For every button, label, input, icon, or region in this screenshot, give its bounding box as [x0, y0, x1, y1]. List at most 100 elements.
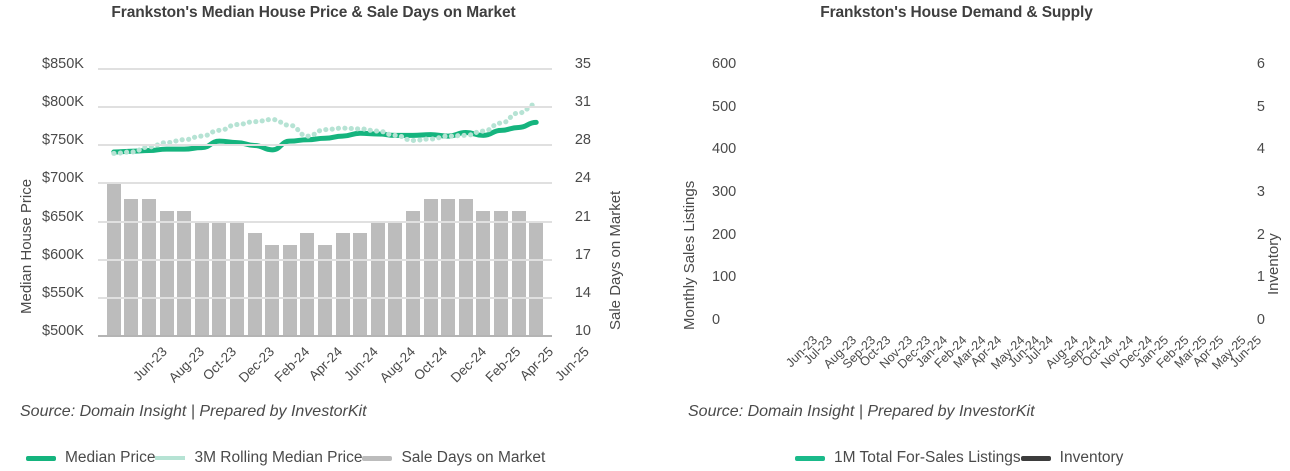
x-axis-tick-label: Feb-25: [482, 344, 524, 385]
bar: [529, 222, 544, 336]
y2-axis-tick-label: 5: [1256, 98, 1265, 115]
y-axis-tick-label: 300: [712, 184, 737, 200]
y-axis-tick-label: 200: [712, 226, 737, 243]
legend-item[interactable]: 3M Rolling Median Price: [155, 449, 362, 467]
bar: [476, 210, 491, 336]
legend-swatch-icon: [1020, 455, 1051, 461]
gridline: [98, 106, 552, 109]
demand-supply-chart-panel: Frankston's House Demand & Supply Monthl…: [645, 0, 1290, 471]
x-axis-tick-label: Oct-23: [200, 344, 240, 384]
right-chart-y-axis-title: Monthly Sales Listings: [681, 180, 698, 330]
bar: [405, 210, 421, 336]
bar: [388, 222, 403, 336]
left-chart-y2-axis-title: Sale Days on Market: [607, 190, 624, 330]
bar: [423, 199, 438, 336]
legend-swatch-icon: [26, 455, 56, 461]
y-axis-tick-label: $550K: [42, 284, 84, 301]
gridline: [98, 296, 552, 299]
x-axis-tick-label: Aug-24: [376, 344, 419, 386]
line-series: [111, 101, 539, 156]
y2-axis-tick-label: 35: [574, 56, 591, 72]
y2-axis-tick-label: 10: [574, 323, 591, 339]
x-axis-tick-label: Jun-24: [341, 344, 381, 384]
bar: [159, 210, 174, 336]
gridline: [98, 220, 552, 223]
y2-axis-tick-label: 3: [1256, 184, 1265, 200]
left-chart-plot-area: [98, 68, 552, 337]
x-axis-tick-label: Dec-24: [447, 344, 489, 386]
y-axis-tick-label: 100: [712, 269, 737, 286]
left-chart-legend: Median Price 3M Rolling Median Price Sale …: [26, 449, 545, 467]
x-axis-tick-label: Apr-24: [305, 344, 345, 384]
right-chart-source-note: Source: Domain Insight | Prepared by Inv…: [688, 403, 1035, 420]
left-chart-lines: [111, 101, 539, 156]
line-series: [111, 119, 539, 155]
y-axis-tick-label: $500K: [42, 323, 84, 339]
gridline: [98, 68, 552, 70]
y-axis-tick-label: $800K: [42, 94, 84, 111]
bar: [265, 244, 280, 336]
x-axis-tick-label: Jun-25: [552, 344, 593, 384]
bar: [458, 199, 473, 336]
x-axis-tick-label: Dec-23: [236, 344, 278, 386]
y-axis-tick-label: $700K: [42, 170, 84, 187]
gridline: [98, 144, 552, 147]
median-house-price-chart-panel: Frankston's Median House Price & Sale Da…: [18, 4, 624, 467]
bar: [370, 222, 385, 336]
y2-axis-tick-label: 0: [1256, 312, 1265, 328]
legend-label: Median Price: [65, 449, 156, 466]
left-chart-source-note: Source: Domain Insight | Prepared by Inv…: [20, 403, 367, 420]
y-axis-tick-label: 600: [712, 56, 737, 72]
legend-item[interactable]: Sale Days on Market: [362, 449, 545, 467]
gridline: [98, 182, 552, 185]
y2-axis-tick-label: 21: [574, 208, 591, 225]
bar: [212, 222, 227, 336]
right-chart-y2-axis-title: Inventory: [1265, 233, 1282, 295]
legend-swatch-icon: [795, 455, 825, 461]
legend-item[interactable]: 1M Total For-Sales Listings: [795, 449, 1021, 467]
y-axis-tick-label: 400: [712, 141, 737, 158]
legend-swatch-icon: [362, 455, 393, 461]
x-axis-tick-label: Apr-25: [516, 344, 557, 384]
x-axis-tick-label: Oct-24: [411, 344, 451, 384]
y-axis-tick-label: $650K: [42, 208, 84, 225]
legend-swatch-icon: [155, 456, 186, 460]
bar: [177, 210, 192, 336]
y2-axis-tick-label: 17: [574, 246, 591, 263]
bar: [317, 244, 333, 336]
y-axis-tick-label: 0: [712, 312, 721, 328]
bar: [229, 222, 245, 336]
y-axis-tick-label: $850K: [42, 56, 84, 72]
x-axis-tick-label: Feb-24: [271, 344, 312, 385]
y2-axis-tick-label: 24: [574, 170, 591, 187]
legend-item[interactable]: Inventory: [1020, 449, 1124, 467]
bar: [124, 199, 139, 336]
y2-axis-tick-label: 1: [1256, 269, 1265, 286]
y-axis-tick-label: 500: [712, 98, 737, 115]
y2-axis-tick-label: 28: [574, 132, 591, 149]
y-axis-tick-label: $600K: [42, 246, 84, 263]
legend-item[interactable]: Median Price: [26, 449, 155, 467]
x-axis-tick-label: Aug-23: [165, 344, 208, 386]
page-title: Frankston's Median House Price & Sale Da…: [111, 4, 516, 21]
legend-label: Inventory: [1059, 449, 1124, 466]
bar: [441, 199, 456, 336]
legend-label: 3M Rolling Median Price: [194, 449, 363, 466]
left-chart-y-axis-title: Median House Price: [18, 178, 35, 314]
bar: [194, 222, 209, 336]
y2-axis-tick-label: 2: [1256, 226, 1265, 243]
gridline: [98, 258, 552, 261]
gridline: [98, 335, 552, 337]
page-title-2: Frankston's House Demand & Supply: [820, 4, 1093, 21]
bar: [493, 210, 509, 336]
bar: [141, 199, 157, 336]
y2-axis-tick-label: 4: [1256, 141, 1265, 158]
y2-axis-tick-label: 31: [574, 94, 591, 111]
legend-label: 1M Total For-Sales Listings: [834, 449, 1021, 466]
y2-axis-tick-label: 6: [1256, 56, 1265, 72]
x-axis-tick-label: Jun-23: [129, 344, 170, 384]
y-axis-tick-label: $750K: [42, 132, 84, 149]
right-chart-legend: 1M Total For-Sales Listings Inventory: [795, 449, 1123, 467]
y2-axis-tick-label: 14: [574, 284, 591, 301]
